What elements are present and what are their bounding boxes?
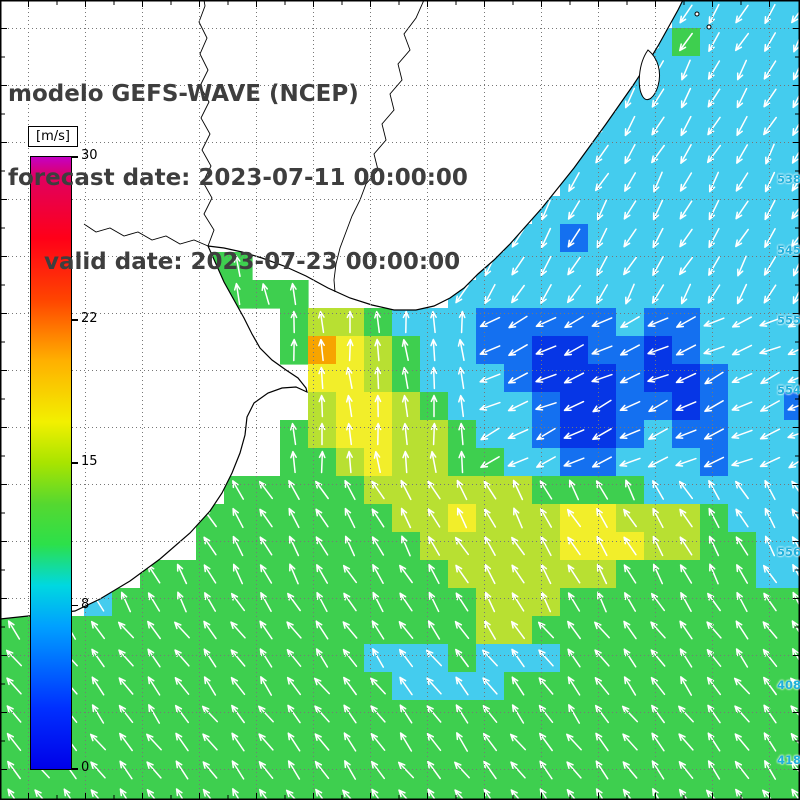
model-title: modelo GEFS-WAVE (NCEP): [8, 81, 359, 107]
river-border-line: [198, 0, 215, 247]
colorbar-gradient: [30, 156, 72, 770]
river-border-line: [83, 223, 209, 247]
colorbar-tick-mark: [72, 604, 78, 607]
colorbar-tick-label: 8: [81, 596, 90, 612]
coastal-lagoon: [638, 49, 661, 101]
coastline: [0, 0, 684, 620]
colorbar: [m/s] 30 22 15 8 0: [28, 126, 124, 788]
colorbar-tick-label: 30: [81, 148, 98, 163]
island: [694, 11, 700, 17]
colorbar-tick-mark: [72, 319, 78, 321]
river-border-line: [333, 0, 425, 293]
colorbar-tick-label: 15: [81, 454, 98, 469]
colorbar-tick-mark: [72, 462, 78, 464]
forecast-date-label: forecast date: 2023-07-11 00:00:00: [8, 165, 468, 191]
landmass-and-coastline: [0, 0, 712, 620]
colorbar-unit-label: [m/s]: [28, 126, 78, 147]
colorbar-tick-label: 22: [81, 311, 98, 327]
colorbar-tick-mark: [72, 156, 78, 158]
plot-titles: modelo GEFS-WAVE (NCEP) forecast date: 2…: [8, 24, 468, 332]
colorbar-tick-mark: [72, 768, 78, 770]
valid-date-label: valid date: 2023-07-23 00:00:00: [44, 249, 461, 275]
land-area: [0, 0, 683, 619]
colorbar-tick-label: 0: [81, 760, 90, 775]
